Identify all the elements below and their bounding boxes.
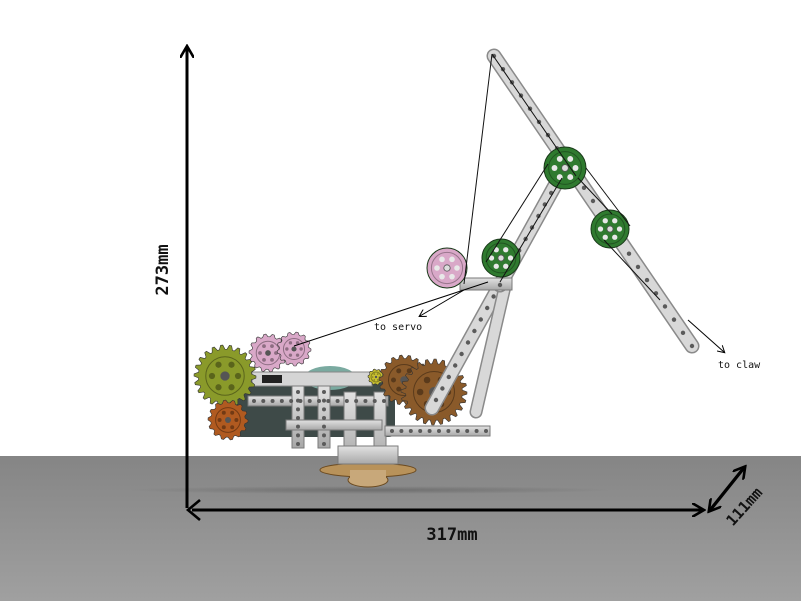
gear-icon — [207, 399, 249, 441]
robot-arm-model — [193, 48, 700, 488]
arrow-icon — [293, 281, 489, 347]
servo-label: to servo — [374, 322, 422, 333]
height-dimension-label: 273mm — [153, 244, 173, 295]
claw-label: to claw — [718, 360, 761, 371]
floor — [0, 456, 801, 601]
length-dimension-arrow — [185, 499, 702, 521]
pulley-green-elbow — [543, 146, 587, 190]
pulley-pink — [426, 247, 468, 289]
length-dimension-label: 317mm — [426, 525, 477, 545]
depth-dimension-arrow — [710, 468, 744, 510]
cables — [463, 53, 661, 301]
pulley-green-upper — [590, 209, 630, 249]
gear-icon — [193, 344, 257, 408]
gear-icon — [276, 331, 312, 367]
chassis-holes — [252, 390, 488, 446]
base-turntable — [319, 462, 417, 488]
arrow-icon — [687, 319, 724, 352]
pulley-green-lower — [481, 238, 521, 278]
gear-icon — [248, 333, 288, 373]
floor-shadow — [130, 486, 610, 494]
